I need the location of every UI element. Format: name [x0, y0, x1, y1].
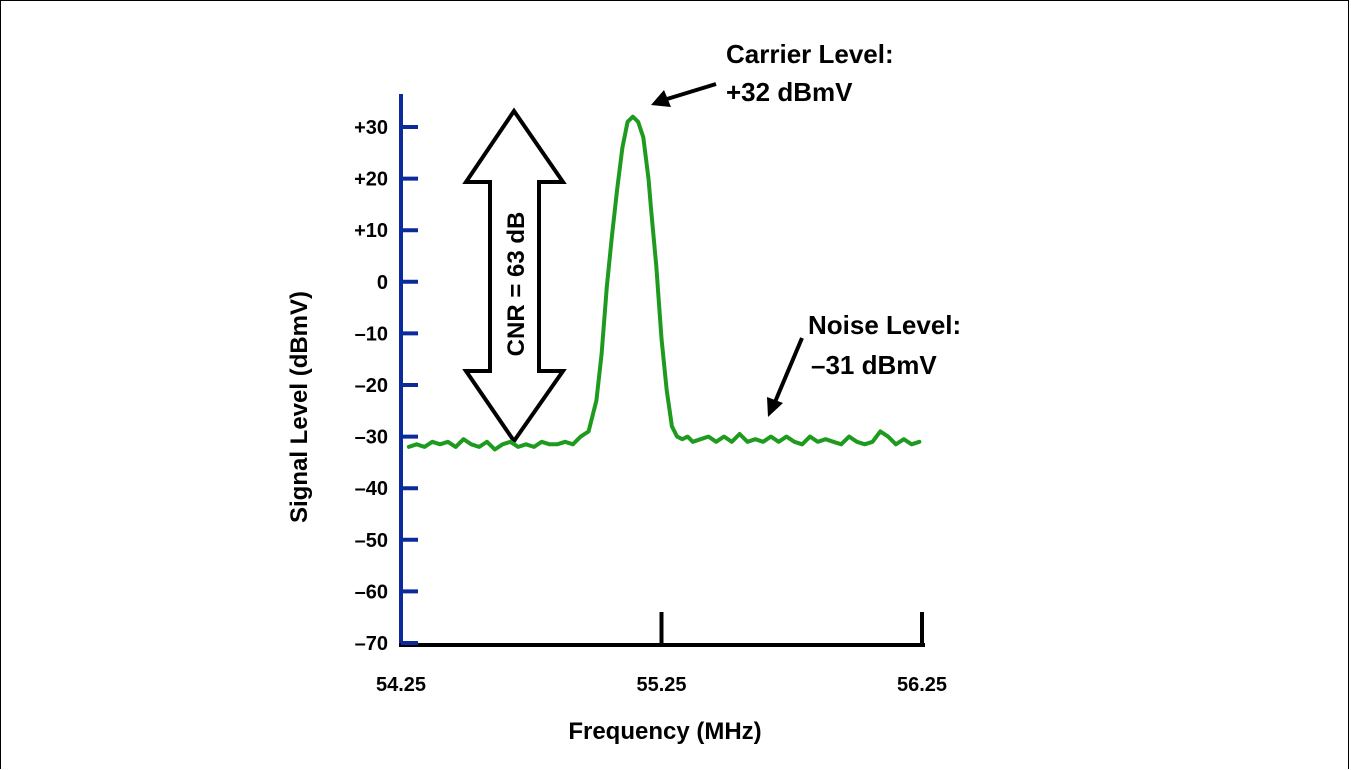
- y-tick-label: –50: [355, 530, 388, 552]
- y-tick-label: 0: [377, 272, 388, 294]
- y-axis-title: Signal Level (dBmV): [286, 291, 313, 523]
- y-tick-label: +10: [354, 220, 388, 242]
- carrier-level-value: +32 dBmV: [726, 77, 853, 107]
- x-tick-label: 56.25: [897, 674, 947, 696]
- x-tick-label: 55.25: [636, 674, 686, 696]
- y-tick-label: –30: [355, 427, 388, 449]
- cnr-label: CNR = 63 dB: [503, 212, 530, 357]
- y-ticks: +30 +20 +10 0 –10 –20 –30 –40 –50 –60 –70: [354, 117, 418, 655]
- noise-level-label: Noise Level:: [808, 310, 961, 340]
- y-tick-label: +20: [354, 169, 388, 191]
- x-tick-label: 54.25: [376, 674, 426, 696]
- noise-level-value: –31 dBmV: [811, 350, 937, 380]
- x-ticks: 54.25 55.25 56.25: [376, 612, 947, 696]
- y-tick-label: –60: [355, 581, 388, 603]
- carrier-level-label: Carrier Level:: [726, 39, 894, 69]
- cnr-double-arrow: [462, 107, 567, 445]
- x-axis-title: Frequency (MHz): [568, 718, 761, 745]
- carrier-arrowhead: [651, 90, 671, 107]
- y-tick-label: +30: [354, 117, 388, 139]
- y-tick-label: –20: [355, 375, 388, 397]
- carrier-pointer-arrow: [666, 82, 717, 101]
- y-tick-label: –10: [355, 323, 388, 345]
- y-tick-label: –40: [355, 478, 388, 500]
- noise-arrowhead: [767, 397, 783, 417]
- signal-trace-line: [406, 114, 922, 452]
- y-tick-label: –70: [355, 633, 388, 655]
- noise-pointer-arrow: [773, 337, 804, 403]
